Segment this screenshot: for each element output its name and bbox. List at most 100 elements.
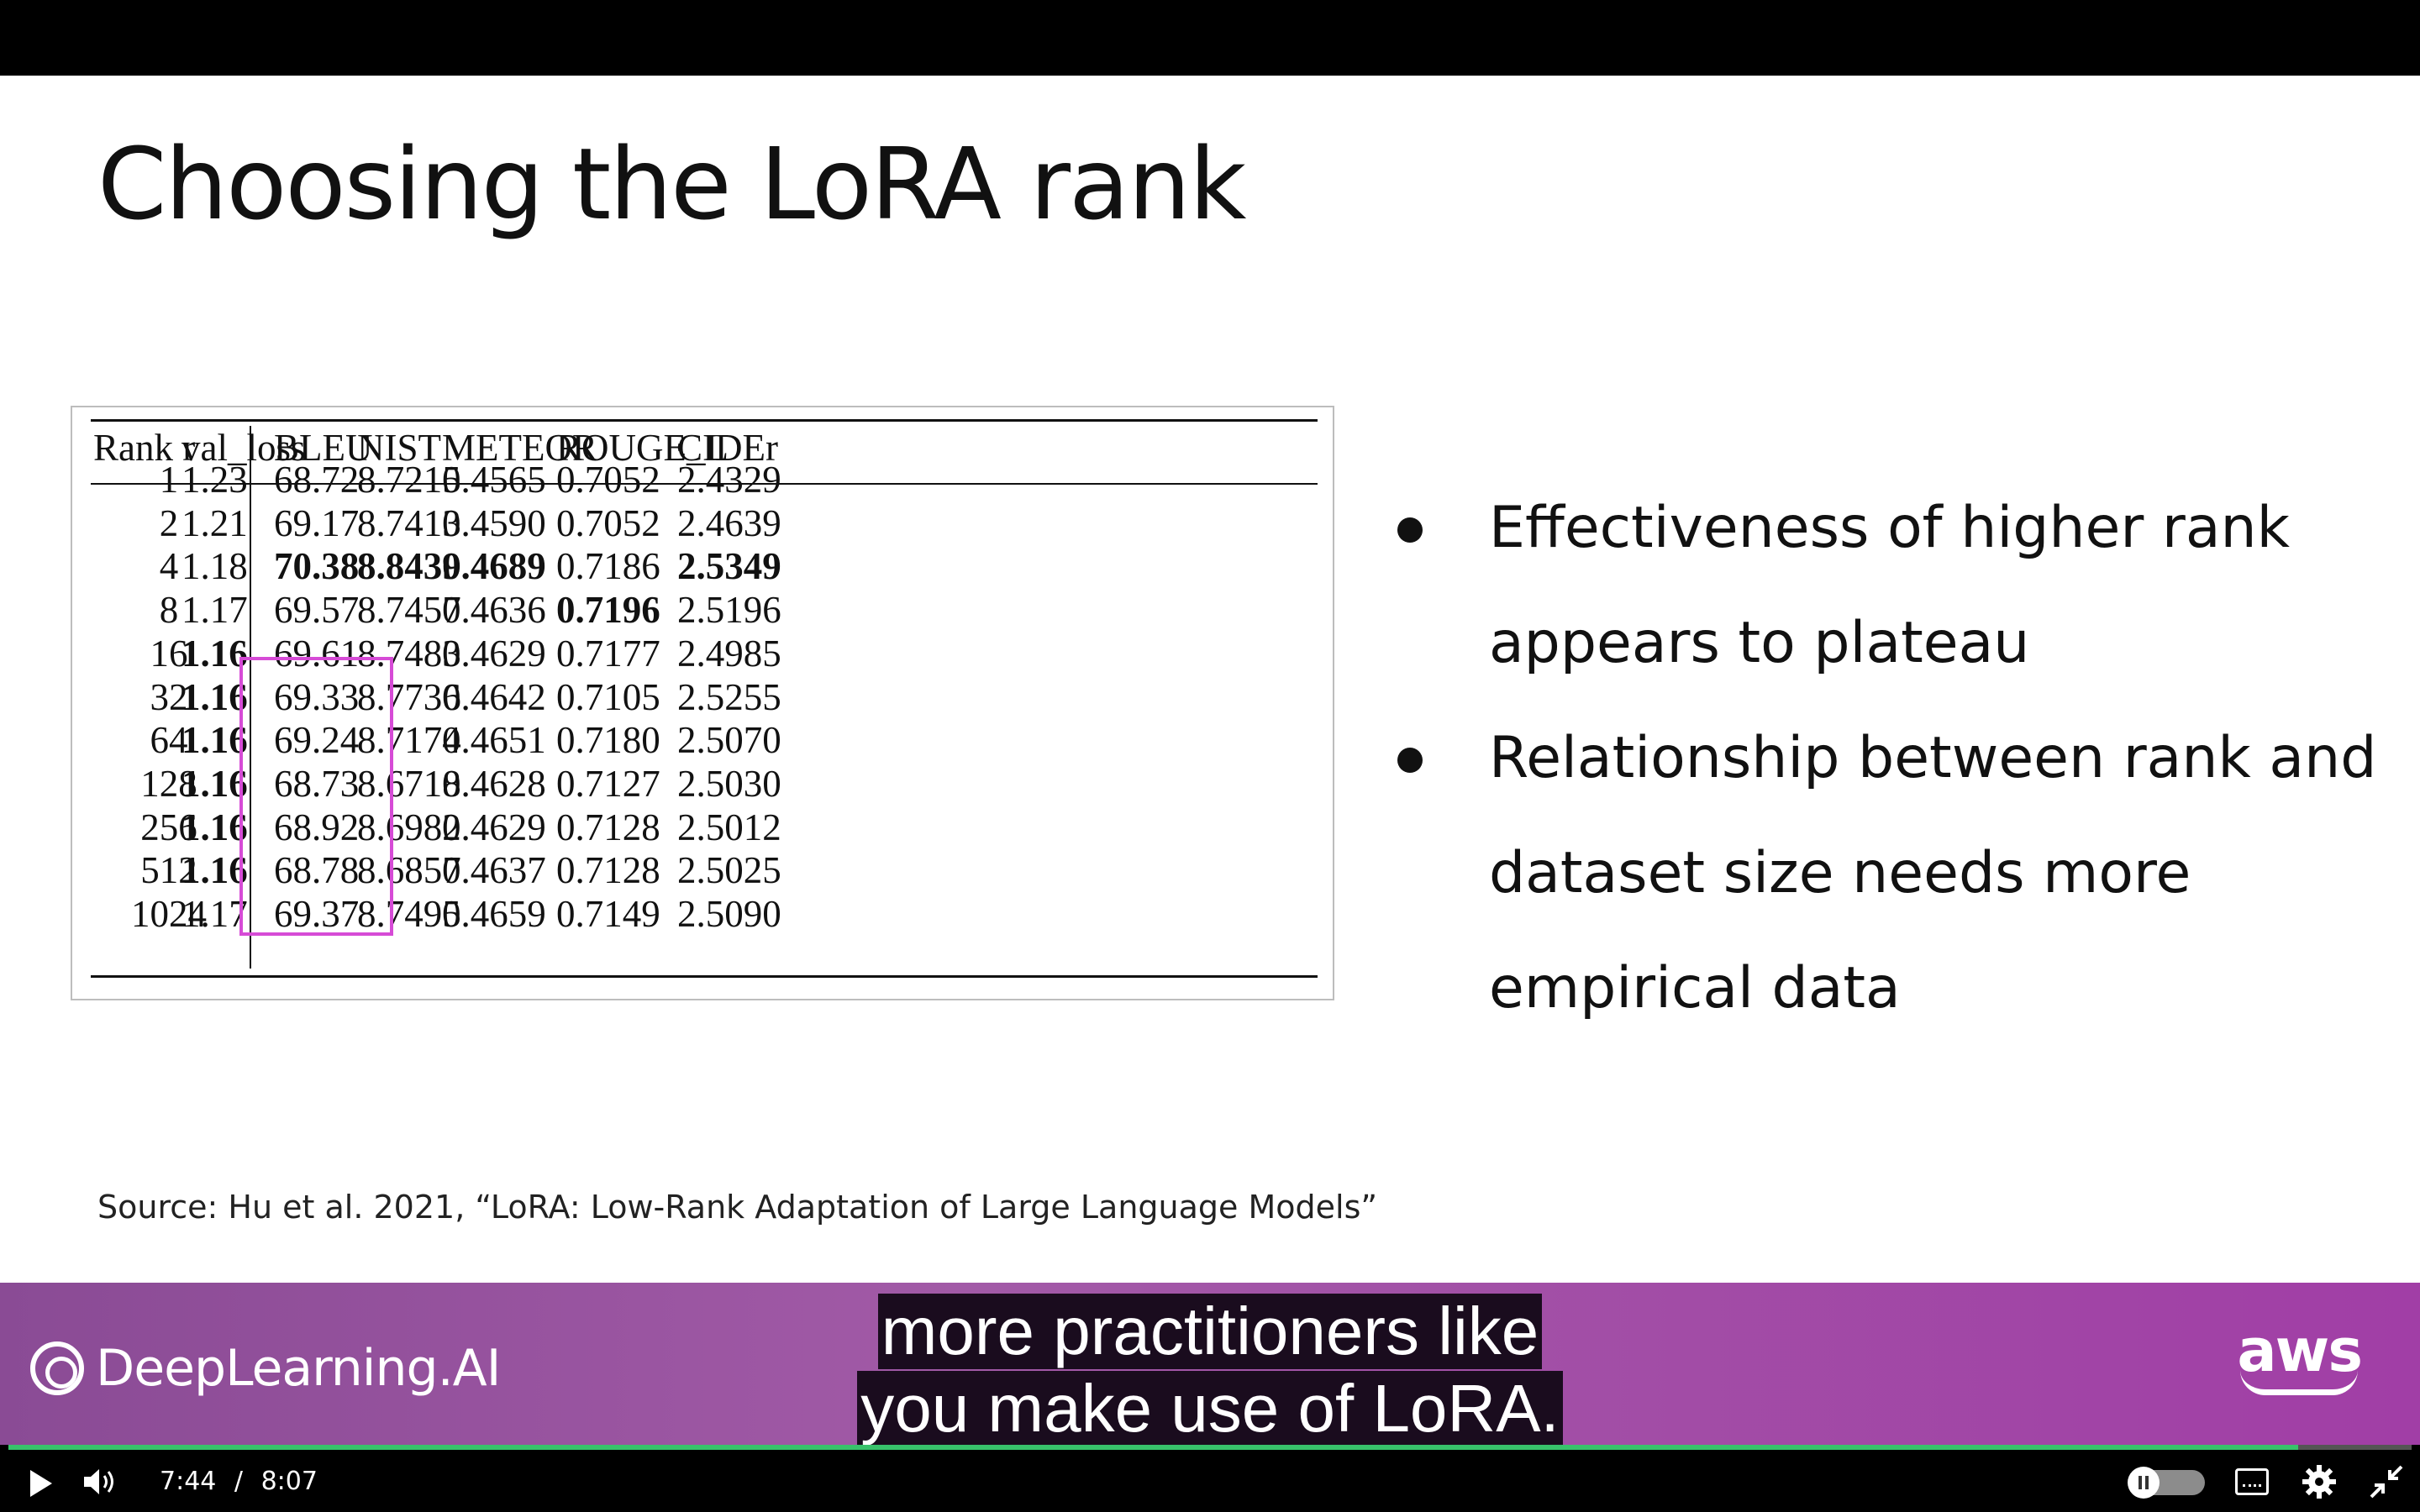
table-cell: 0.4651 [442,719,546,762]
table-cell: 0.7180 [556,719,660,762]
table-cell: 0.4629 [442,632,546,675]
table-cell: 8.8439 [357,545,461,588]
table-cell: 0.4642 [442,675,546,718]
table-cell: 68.72 [274,459,360,501]
table-cell: 2.5196 [677,589,781,632]
bullet-dot-icon [1397,748,1423,773]
header-rouge-l: ROUGE_L [556,427,729,469]
progress-bar[interactable] [8,1445,2412,1450]
deeplearning-ai-logo: DeepLearning.AI [30,1339,501,1398]
table-cell: 0.7052 [556,459,660,501]
table-cell: 1.16 [182,719,248,762]
table-cell: 0.7128 [556,806,660,848]
table-cell: 0.4628 [442,762,546,805]
table-cell: 0.7196 [556,589,660,632]
volume-icon[interactable] [82,1465,119,1499]
table-cell: 0.4565 [442,459,546,501]
bullet-dot-icon [1397,517,1423,543]
duration: 8:07 [260,1467,318,1496]
table-cell: 1.21 [182,501,248,544]
bullet-item: Effectiveness of higher rank appears to … [1386,470,2378,701]
slide-title: Choosing the LoRA rank [97,126,1246,242]
source-citation: Source: Hu et al. 2021, “LoRA: Low-Rank … [97,1189,1378,1226]
table-cell: 1.17 [182,589,248,632]
header-meteor: METEOR [442,427,597,469]
play-icon[interactable] [30,1470,52,1497]
current-time: 7:44 [160,1467,217,1496]
header-rank: Rank r [93,427,196,469]
captions-icon[interactable] [2235,1468,2269,1495]
table-cell: 8.7495 [357,893,461,935]
header-nist: NIST [357,427,441,469]
table-cell: 2.5012 [677,806,781,848]
table-cell: 2.4639 [677,501,781,544]
table-header-rule [91,483,1318,485]
table-cell: 0.4659 [442,893,546,935]
autoplay-toggle[interactable] [2128,1467,2205,1499]
table-cell: 2.5030 [677,762,781,805]
top-letterbox [0,0,2420,76]
table-column-divider [250,426,251,969]
table-cell: 2.5070 [677,719,781,762]
table-cell: 69.33 [274,675,360,718]
table-cell: 1.16 [182,675,248,718]
table-cell: 0.7127 [556,762,660,805]
caption-line: more practitioners like [877,1294,1543,1369]
table-cell: 1.18 [182,545,248,588]
deeplearning-logo-text: DeepLearning.AI [96,1339,501,1398]
table-cell: 2.4985 [677,632,781,675]
table-cell: 0.4689 [442,545,546,588]
table-cell: 64 [150,719,188,762]
header-bleu: BLEU [274,427,373,469]
table-cell: 512 [140,849,197,892]
table-cell: 1.23 [182,459,248,501]
table-cell: 68.73 [274,762,360,805]
val-loss-highlight-box [239,657,393,936]
table-cell: 69.17 [274,501,360,544]
aws-logo-text: aws [2237,1316,2363,1385]
table-cell: 16 [150,632,188,675]
table-cell: 1024 [131,893,207,935]
table-cell: 8.7413 [357,501,461,544]
deeplearning-logo-icon [30,1341,84,1395]
table-cell: 0.7105 [556,675,660,718]
table-cell: 8.7736 [357,675,461,718]
progress-fill [8,1445,2298,1450]
slide: Choosing the LoRA rank Rank r val_loss BLE… [0,76,2420,1283]
table-cell: 1.16 [182,632,248,675]
aws-logo: aws [2237,1316,2363,1395]
table-bottom-rule [91,975,1318,978]
table-cell: 8.6982 [357,806,461,848]
table-cell: 8.6718 [357,762,461,805]
table-cell: 8.7483 [357,632,461,675]
table-cell: 128 [140,762,197,805]
table-cell: 2.5349 [677,545,781,588]
gear-icon[interactable] [2301,1463,2338,1500]
subtitle-captions: more practitioners like you make use of … [0,1294,2420,1448]
table-cell: 0.7052 [556,501,660,544]
table-cell: 4 [159,545,179,588]
table-cell: 68.78 [274,849,360,892]
table-cell: 69.57 [274,589,360,632]
bullet-text: Relationship between rank and dataset si… [1489,725,2377,1021]
table-cell: 0.7186 [556,545,660,588]
bullet-text: Effectiveness of higher rank appears to … [1489,495,2290,676]
table-cell: 256 [140,806,197,848]
table-cell: 69.37 [274,893,360,935]
table-cell: 1.16 [182,806,248,848]
table-cell: 8.7215 [357,459,461,501]
table-cell: 0.7128 [556,849,660,892]
header-val-loss: val_loss [182,427,306,469]
results-table: Rank r val_loss BLEU NIST METEOR ROUGE_L CIDEr… [71,406,1334,1000]
table-cell: 1.16 [182,762,248,805]
table-cell: 2.4329 [677,459,781,501]
time-separator: / [234,1467,244,1496]
aws-smile-icon [2240,1370,2359,1395]
caption-line: you make use of LoRA. [857,1371,1563,1446]
table-cell: 2.5090 [677,893,781,935]
table-cell: 2.5255 [677,675,781,718]
exit-fullscreen-icon[interactable] [2368,1463,2405,1500]
table-cell: 8.6857 [357,849,461,892]
table-cell: 8 [159,589,179,632]
table-cell: 1.16 [182,849,248,892]
